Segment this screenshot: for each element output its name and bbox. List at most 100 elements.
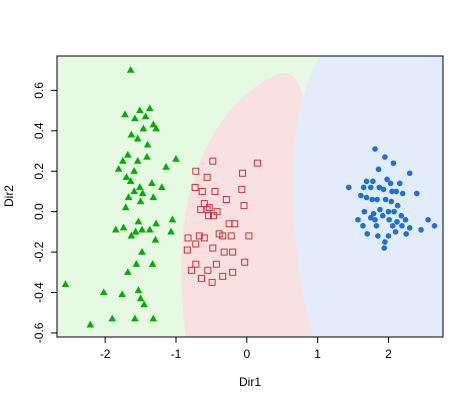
point-s0-31 — [168, 215, 177, 223]
point-s0-36 — [131, 227, 140, 235]
point-s0-37 — [138, 225, 146, 233]
point-s0-28 — [149, 193, 158, 201]
point-s2-32 — [398, 212, 405, 219]
x-tick-label: -2 — [100, 347, 111, 361]
point-s2-48 — [403, 231, 409, 237]
x-axis-label: Dir1 — [239, 375, 261, 389]
point-s0-17 — [162, 162, 170, 170]
point-s0-13 — [143, 152, 151, 160]
point-s0-30 — [121, 203, 130, 211]
point-s0-55 — [86, 320, 95, 328]
point-s2-34 — [367, 214, 374, 221]
point-s2-16 — [393, 188, 400, 195]
point-s2-44 — [406, 225, 413, 231]
point-s1-26 — [245, 232, 253, 240]
point-s2-42 — [389, 223, 396, 229]
point-s1-16 — [210, 212, 218, 220]
point-s1-1 — [253, 159, 261, 167]
point-s2-3 — [375, 166, 382, 173]
point-s1-4 — [239, 169, 247, 177]
point-s0-43 — [132, 260, 141, 267]
point-s2-17 — [399, 190, 406, 197]
point-s1-36 — [204, 266, 212, 274]
point-s2-12 — [367, 184, 374, 191]
point-s2-15 — [389, 188, 395, 195]
point-s1-29 — [209, 244, 217, 252]
point-s0-12 — [124, 150, 132, 158]
point-s0-25 — [130, 187, 138, 195]
data-points — [61, 65, 438, 328]
point-s0-51 — [140, 300, 148, 308]
point-s2-23 — [413, 190, 420, 197]
point-s2-38 — [402, 216, 409, 223]
point-s0-27 — [124, 193, 133, 201]
point-s2-10 — [346, 184, 352, 191]
x-tick-label: 1 — [314, 347, 321, 361]
point-s0-6 — [149, 120, 158, 128]
point-s0-20 — [122, 173, 131, 180]
point-s0-34 — [111, 225, 120, 233]
point-s0-15 — [133, 156, 142, 164]
point-s0-3 — [136, 106, 144, 114]
point-s1-28 — [183, 246, 191, 254]
point-s2-1 — [382, 154, 388, 160]
point-s1-39 — [229, 268, 237, 276]
point-s0-9 — [127, 130, 136, 138]
point-s1-19 — [231, 220, 239, 228]
y-tick-label: 0.2 — [32, 163, 46, 180]
point-s2-43 — [399, 223, 405, 229]
point-s1-32 — [192, 260, 200, 268]
point-s2-0 — [372, 146, 378, 152]
point-s1-27 — [192, 240, 200, 248]
x-tick-label: -1 — [171, 347, 182, 361]
point-s1-9 — [222, 196, 230, 204]
point-s0-26 — [138, 189, 147, 197]
point-s1-10 — [205, 204, 213, 212]
point-s2-19 — [363, 194, 370, 201]
point-s0-32 — [134, 217, 143, 225]
point-s2-47 — [392, 229, 399, 235]
point-s2-39 — [425, 216, 431, 223]
point-s1-33 — [212, 260, 220, 268]
point-s0-22 — [136, 183, 144, 191]
point-s2-2 — [390, 160, 397, 166]
y-tick-label: 0.0 — [32, 203, 46, 220]
point-s0-54 — [108, 314, 117, 322]
point-s1-34 — [241, 258, 249, 266]
point-s2-18 — [358, 192, 364, 199]
point-s1-20 — [184, 234, 192, 242]
point-s0-46 — [61, 280, 70, 288]
point-s0-2 — [121, 110, 129, 118]
point-s2-40 — [360, 223, 366, 229]
point-s1-13 — [197, 206, 205, 214]
point-s0-50 — [136, 294, 145, 302]
point-s2-25 — [394, 202, 401, 209]
point-s0-4 — [141, 112, 150, 120]
point-s0-40 — [127, 231, 136, 239]
point-s0-24 — [158, 183, 166, 191]
point-s0-42 — [138, 247, 146, 255]
point-s0-10 — [133, 134, 142, 142]
y-axis: -0.6 -0.4 -0.2 0.0 0.2 0.4 0.6 — [32, 82, 58, 343]
point-s0-19 — [130, 167, 138, 174]
point-s2-24 — [388, 198, 395, 205]
point-s2-20 — [369, 196, 375, 203]
point-s0-1 — [145, 104, 154, 112]
point-s1-14 — [240, 202, 248, 210]
point-s2-46 — [431, 223, 438, 229]
point-s0-21 — [126, 177, 135, 184]
point-s1-8 — [238, 185, 246, 193]
point-s0-49 — [118, 290, 126, 298]
point-s2-5 — [384, 176, 390, 183]
x-axis: -2 -1 0 1 2 — [100, 336, 392, 361]
point-s0-8 — [152, 124, 160, 132]
point-s0-53 — [131, 314, 139, 322]
point-s2-35 — [372, 216, 378, 223]
point-s2-27 — [377, 206, 383, 213]
point-s0-11 — [143, 140, 152, 148]
point-s1-24 — [219, 232, 227, 240]
point-s1-23 — [215, 230, 223, 238]
point-s1-21 — [195, 232, 203, 240]
point-s2-33 — [355, 216, 361, 223]
